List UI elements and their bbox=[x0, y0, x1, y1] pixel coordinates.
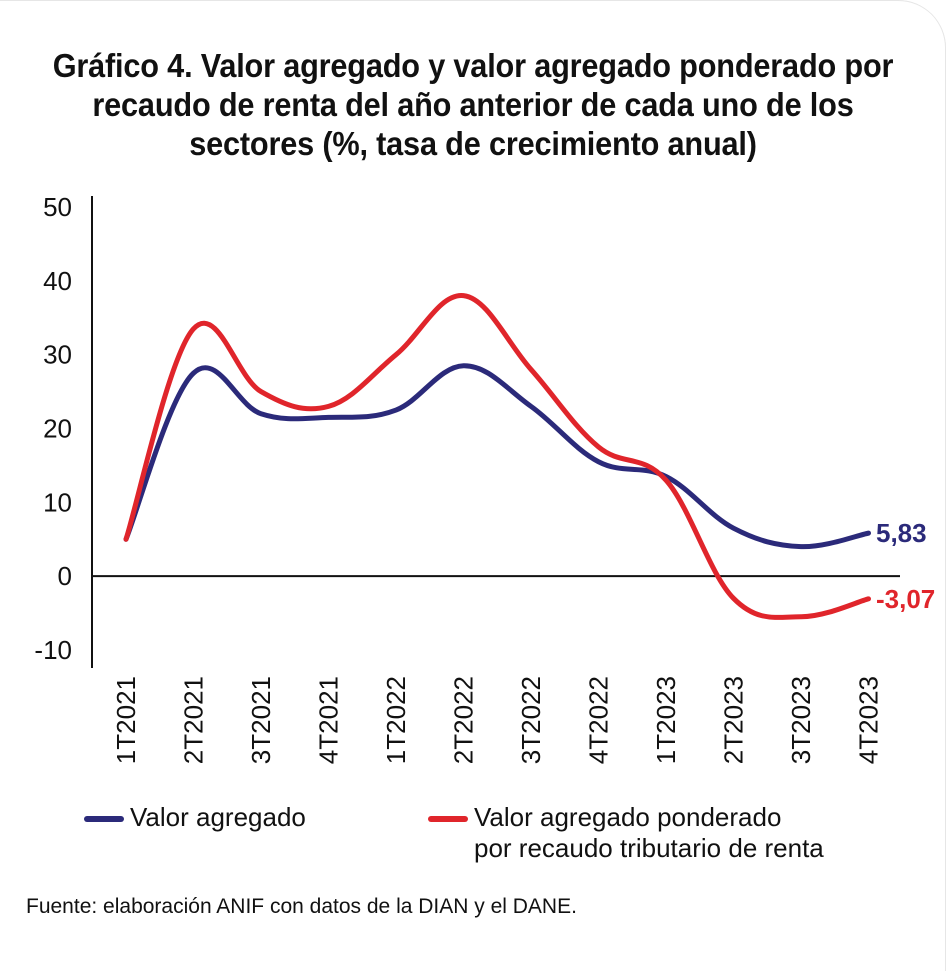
x-tick-label: 1T2022 bbox=[381, 676, 411, 764]
x-tick-label: 2T2023 bbox=[719, 676, 749, 764]
x-tick-label: 4T2023 bbox=[854, 676, 884, 764]
legend-swatch-valor-agregado bbox=[84, 816, 124, 822]
x-tick-label: 4T2022 bbox=[584, 676, 614, 764]
x-tick-label: 2T2022 bbox=[449, 676, 479, 764]
x-tick-label: 1T2023 bbox=[651, 676, 681, 764]
end-label-valor-agregado: 5,83 bbox=[876, 518, 927, 548]
x-tick-label: 3T2023 bbox=[786, 676, 816, 764]
x-tick-label: 3T2021 bbox=[246, 676, 276, 764]
y-tick-label: 20 bbox=[43, 414, 72, 444]
y-tick-label: 50 bbox=[43, 192, 72, 222]
series-line-valor-agregado bbox=[123, 363, 871, 550]
legend-label-valor-ponderado: Valor agregado ponderado por recaudo tri… bbox=[474, 802, 824, 863]
source-note: Fuente: elaboración ANIF con datos de la… bbox=[26, 895, 577, 918]
x-tick-label: 2T2021 bbox=[179, 676, 209, 764]
y-tick-label: 40 bbox=[43, 266, 72, 296]
x-tick-label: 4T2021 bbox=[314, 676, 344, 764]
y-tick-label: 0 bbox=[58, 561, 72, 591]
chart-title: Gráfico 4. Valor agregado y valor agrega… bbox=[52, 47, 894, 162]
legend-item-valor-ponderado: Valor agregado ponderado por recaudo tri… bbox=[428, 802, 824, 864]
legend-label-valor-agregado: Valor agregado bbox=[130, 802, 306, 832]
y-tick-label: -10 bbox=[34, 635, 72, 665]
end-label-valor-ponderado: -3,07 bbox=[876, 584, 935, 614]
series-line-valor-ponderado bbox=[123, 293, 871, 620]
x-tick-label: 3T2022 bbox=[516, 676, 546, 764]
y-tick-label: 10 bbox=[43, 487, 72, 517]
legend-swatch-valor-ponderado bbox=[428, 816, 468, 822]
legend-item-valor-agregado: Valor agregado bbox=[84, 802, 306, 833]
y-tick-label: 30 bbox=[43, 340, 72, 370]
x-tick-label: 1T2021 bbox=[111, 676, 141, 764]
